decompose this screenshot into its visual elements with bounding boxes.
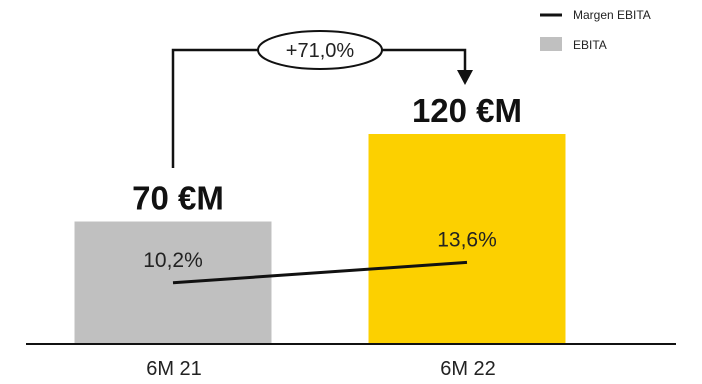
- legend-label-margin: Margen EBITA: [573, 8, 651, 22]
- legend-box-swatch: [540, 37, 562, 51]
- bars-group: [74, 134, 566, 344]
- bar-value-label-6m22: 120 €M: [412, 92, 522, 129]
- arrow-down-icon: [457, 70, 473, 85]
- category-label-6m21: 6M 21: [146, 358, 202, 380]
- growth-label: +71,0%: [286, 40, 355, 62]
- margin-label-6m22: 13,6%: [437, 228, 497, 251]
- growth-badge: [257, 30, 383, 70]
- bar-6m22: [368, 134, 566, 344]
- legend: Margen EBITA EBITA: [540, 8, 651, 52]
- margin-label-6m21: 10,2%: [143, 249, 203, 272]
- margin-ebita-line: [172, 260, 468, 285]
- bar-value-label-6m21: 70 €M: [132, 180, 224, 217]
- legend-label-ebita: EBITA: [573, 38, 607, 52]
- growth-bracket: +71,0%: [171, 30, 473, 168]
- category-label-6m22: 6M 22: [440, 358, 496, 380]
